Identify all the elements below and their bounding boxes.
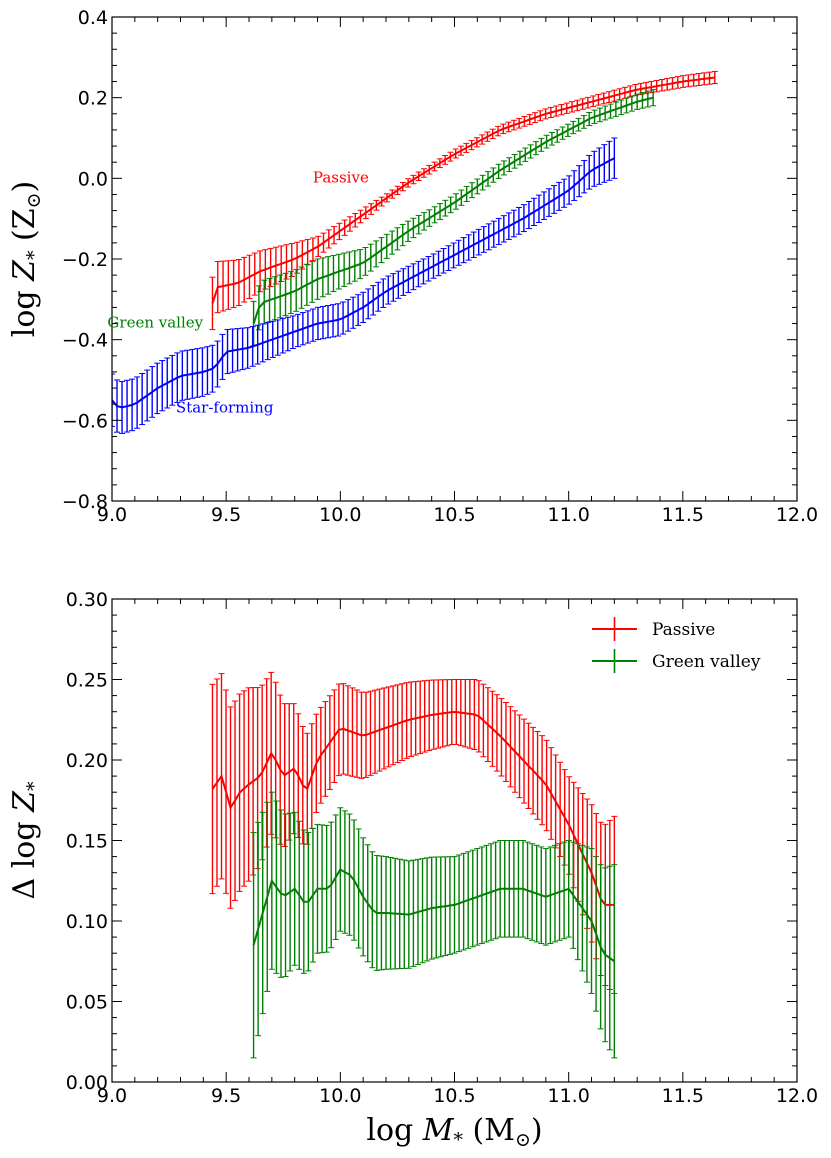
top-panel: 9.0 9.5 10.0 10.5 11.0 11.5 12.0 −0.8 −0.6 −0.4 −0… [7,7,818,526]
y-tick-label: 0.00 [66,1072,108,1094]
x-tick-label: 10.5 [433,1085,475,1107]
legend-label: Green valley [652,652,761,672]
x-tick-label: 9.0 [97,504,127,526]
y-tick-label: 0.30 [66,589,108,611]
annotation-star-forming: Star-forming [176,398,274,416]
bottom-panel: 9.0 9.5 10.0 10.5 11.0 11.5 12.0 0.00 0.05 0.10 0.… [7,589,818,1151]
x-axis-label: log M* (M⊙) [366,1113,542,1151]
series-passive [209,70,718,331]
x-tick-label: 10.5 [433,504,475,526]
annotation-green-valley: Green valley [107,314,203,332]
y-axis-label: log Z* (Z⊙) [7,181,45,338]
y-axis-label: Δ log Z* [7,781,45,899]
y-tick-label: 0.0 [78,168,108,190]
series-star-forming [112,137,618,434]
series-green-valley [250,791,618,1059]
x-tick-label: 10.0 [319,504,361,526]
series-line [211,76,715,304]
x-tick-label: 11.0 [548,1085,590,1107]
annotation-passive: Passive [313,168,369,186]
y-tick-label: −0.2 [62,249,108,271]
x-tick-label: 9.5 [211,504,241,526]
y-tick-label: 0.20 [66,750,108,772]
x-tick-label: 11.5 [662,504,704,526]
legend: Passive Green valley [592,617,761,673]
y-tick-label: 0.4 [78,7,108,29]
x-tick-label: 12.0 [776,1085,818,1107]
y-tick-label: 0.15 [66,831,108,853]
x-tick-label: 12.0 [776,504,818,526]
legend-label: Passive [652,620,715,640]
x-tick-label: 11.5 [662,1085,704,1107]
y-tick-label: −0.4 [62,330,108,352]
x-tick-label: 10.0 [319,1085,361,1107]
y-tick-label: −0.6 [62,410,108,432]
y-tick-label: 0.10 [66,911,108,933]
plot-area [112,70,718,434]
y-tick-label: −0.8 [62,491,108,513]
plot-area [209,671,618,1059]
y-tick-label: 0.25 [66,670,108,692]
x-tick-label: 9.5 [211,1085,241,1107]
series-line [211,710,615,906]
y-tick-label: 0.2 [78,88,108,110]
series-line [252,868,615,963]
x-tick-label: 11.0 [548,504,590,526]
series-green-valley [250,89,657,347]
y-tick-label: 0.05 [66,992,108,1014]
plot-frame [111,16,798,502]
series-line [112,157,615,409]
series-line [252,96,654,324]
x-tick-label: 9.0 [97,1085,127,1107]
